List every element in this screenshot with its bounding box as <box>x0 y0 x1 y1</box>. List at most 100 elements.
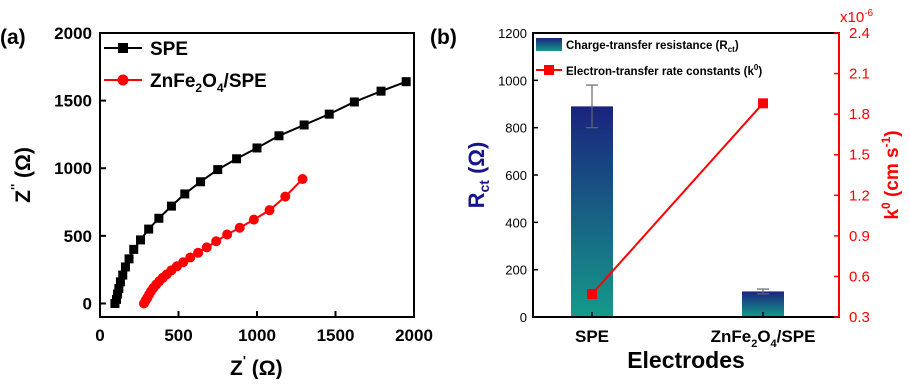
panel-b-x-axis-title: Electrodes <box>627 347 745 373</box>
data-point-spe <box>274 131 284 141</box>
legend-line-marker <box>544 65 554 75</box>
x-tick-label: 1500 <box>317 326 355 345</box>
data-point-spe <box>111 294 121 304</box>
category-label-part: O <box>757 327 770 346</box>
right-tick-label: 1.8 <box>849 106 870 123</box>
panel-a-x-axis-title: Z' (Ω) <box>230 353 283 379</box>
panel-a-label: (a) <box>0 26 26 49</box>
data-point-znfe2o4-spe <box>248 214 259 225</box>
data-point-spe <box>144 224 154 234</box>
data-point-znfe2o4-spe <box>178 257 189 268</box>
panel-b-legend: Charge-transfer resistance (Rct) Electro… <box>536 38 762 78</box>
data-point-spe <box>401 77 411 87</box>
data-point-znfe2o4-spe <box>280 191 291 202</box>
panel-a-legend: SPE ZnFe2O4/SPE <box>104 39 267 95</box>
legend-marker-znfe <box>117 74 129 86</box>
left-tick-label: 600 <box>505 168 527 183</box>
data-point-spe <box>113 289 123 299</box>
legend-label-znfe: ZnFe2O4/SPE <box>150 71 267 95</box>
legend-label-spe: SPE <box>150 39 188 60</box>
data-point-spe <box>124 254 134 264</box>
left-tick-label: 800 <box>505 121 527 136</box>
panel-b-left-ticks: 0 200 400 600 800 1000 1200 <box>498 26 538 325</box>
data-point-spe <box>120 262 130 272</box>
panel-b-line <box>587 98 768 300</box>
data-point-spe <box>115 277 125 287</box>
data-point-spe <box>299 120 309 130</box>
series-line-znfe2o4-spe <box>143 178 304 304</box>
data-point-znfe2o4-spe <box>297 174 308 185</box>
right-tick-label: 1.5 <box>849 147 870 164</box>
legend-marker-spe <box>118 43 128 53</box>
data-point-znfe2o4-spe <box>222 229 233 240</box>
data-point-spe <box>114 284 124 294</box>
data-point-spe <box>118 270 128 280</box>
data-point-spe <box>180 189 190 199</box>
category-label-part: 4 <box>771 338 778 350</box>
data-point-spe <box>166 201 176 211</box>
data-point-spe <box>232 154 242 164</box>
panel-b-bars <box>571 84 784 317</box>
panel-b-right-ticks: 0.3 0.6 0.9 1.2 1.5 1.8 2.1 2.4 <box>834 25 870 326</box>
y-tick-label: 1500 <box>54 92 92 111</box>
category-label-part: /SPE <box>777 327 816 346</box>
panel-a-y-ticks: 0 500 1000 1500 2000 <box>54 24 106 313</box>
y-tick-label: 2000 <box>54 24 92 43</box>
legend-bar-label: Charge-transfer resistance (Rct) <box>566 40 739 54</box>
data-point-spe <box>195 177 205 187</box>
data-point-znfe2o4-spe <box>264 205 275 216</box>
panel-b-left-axis-title: Rct (Ω) <box>464 142 492 209</box>
data-point-spe <box>349 97 359 107</box>
x-tick-label: 0 <box>95 326 104 345</box>
rate-constant-point <box>758 98 768 109</box>
x-tick-label: 500 <box>164 326 192 345</box>
data-point-spe <box>136 235 146 245</box>
panel-b-label: (b) <box>430 26 457 49</box>
category-label-part: ZnFe <box>711 327 752 346</box>
y-tick-label: 1000 <box>54 159 92 178</box>
legend-line-label: Electron-transfer rate constants (k0) <box>566 63 762 78</box>
right-tick-label: 0.6 <box>849 268 870 285</box>
series-line-spe <box>113 80 407 304</box>
left-tick-label: 0 <box>520 310 527 325</box>
right-tick-label: 0.3 <box>849 309 870 326</box>
rate-constant-line <box>591 102 764 295</box>
panel-b-right-axis-title: k0 (cm s-1) <box>879 130 903 219</box>
data-point-spe <box>154 213 164 223</box>
right-tick-label: 1.2 <box>849 187 870 204</box>
data-point-spe <box>129 244 139 254</box>
x-tick-label: 1000 <box>238 326 276 345</box>
legend-bar-swatch <box>536 38 562 51</box>
left-tick-label: 1200 <box>498 26 527 41</box>
data-point-spe <box>376 86 386 96</box>
right-tick-label: 0.9 <box>849 228 870 245</box>
data-point-spe <box>324 109 334 119</box>
panel-b: (b) 0 200 400 600 800 1000 1200 0.3 0.6 0.9 1.2 1.… <box>430 8 903 373</box>
data-point-spe <box>213 165 223 175</box>
category-label-part: 2 <box>751 338 757 350</box>
left-tick-label: 1000 <box>498 73 527 88</box>
panel-a-y-axis-title: Z'' (Ω) <box>8 147 35 203</box>
right-tick-label: 2.1 <box>849 66 870 83</box>
data-point-spe <box>252 143 262 153</box>
panel-b-x-ticks: SPE ZnFe2O4/SPE <box>575 312 815 350</box>
y-tick-label: 500 <box>64 227 92 246</box>
data-point-znfe2o4-spe <box>211 236 222 247</box>
data-point-znfe2o4-spe <box>201 242 212 253</box>
left-tick-label: 200 <box>505 263 527 278</box>
x-tick-label: 2000 <box>395 326 433 345</box>
panel-a-series <box>110 77 411 309</box>
data-point-znfe2o4-spe <box>234 222 245 233</box>
y-tick-label: 0 <box>83 294 92 313</box>
rate-constant-point <box>587 289 597 300</box>
left-tick-label: 400 <box>505 215 527 230</box>
category-label: ZnFe2O4/SPE <box>711 327 816 350</box>
right-tick-label: 2.4 <box>849 25 870 42</box>
panel-b-right-multiplier: x10-6 <box>840 8 874 26</box>
data-point-znfe2o4-spe <box>185 252 196 263</box>
panel-a: (a) 0 500 1000 1500 2000 0 500 1000 1500 2000 SP… <box>0 24 433 380</box>
bar-spe <box>571 106 613 317</box>
data-point-znfe2o4-spe <box>193 247 204 258</box>
